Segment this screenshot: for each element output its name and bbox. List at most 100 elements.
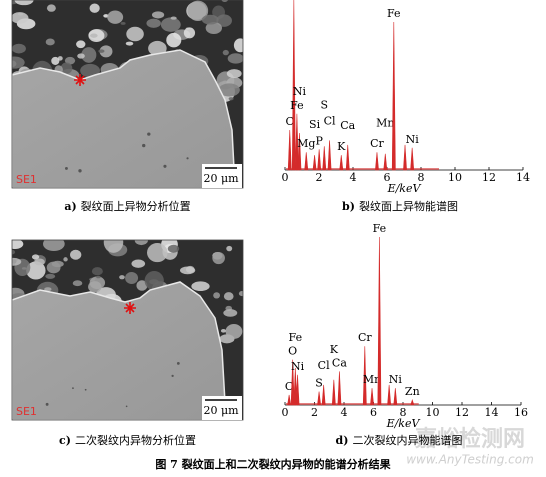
debris: [205, 21, 223, 35]
debris: [12, 249, 16, 255]
peak-label: S: [315, 377, 323, 390]
debris: [228, 97, 234, 101]
watermark-text: 嘉峪检测网: [415, 426, 525, 452]
peak: [287, 394, 292, 406]
debris: [12, 56, 25, 69]
pit: [142, 143, 146, 148]
panel-label: a): [64, 200, 76, 213]
debris: [88, 281, 102, 293]
debris: [43, 240, 65, 252]
debris: [218, 83, 240, 97]
detector-label: SE1: [16, 173, 37, 186]
debris: [72, 280, 83, 287]
pit: [163, 164, 167, 168]
debris: [70, 249, 82, 260]
debris: [238, 291, 243, 297]
peak: [337, 371, 342, 406]
debris: [187, 0, 209, 22]
debris: [233, 38, 243, 53]
x-axis-label: E/keV: [386, 417, 421, 430]
analysis-point: [74, 74, 86, 86]
x-tick-label: 2: [316, 171, 323, 184]
peak: [312, 155, 317, 171]
panel-caption: d) 二次裂纹内异物能谱图: [336, 433, 463, 447]
peak-label: Ni: [293, 85, 307, 98]
frame: [11, 0, 244, 189]
peak-label: Ni: [389, 373, 403, 386]
sem-content: [12, 0, 243, 188]
peak: [391, 21, 396, 171]
debris: [146, 18, 161, 28]
detector-label: SE1: [16, 405, 37, 418]
debris: [46, 261, 61, 274]
peak: [375, 152, 379, 171]
debris: [12, 240, 24, 250]
x-tick-label: 14: [516, 171, 530, 184]
peak: [362, 346, 367, 406]
pit: [171, 374, 174, 378]
peak: [317, 149, 322, 171]
panel-caption: a) 裂纹面上异物分析位置: [64, 199, 190, 213]
debris: [44, 287, 52, 292]
panel-caption-text: 裂纹面上异物分析位置: [81, 199, 191, 213]
noise-floor: [286, 403, 419, 405]
debris: [89, 3, 100, 13]
debris: [147, 243, 168, 263]
pit: [176, 361, 180, 365]
sem-content: [12, 240, 243, 420]
sem-image: SE1 20 μm: [11, 0, 244, 189]
panel-caption-text: 二次裂纹内异物能谱图: [352, 433, 462, 447]
debris: [60, 62, 73, 74]
peak: [393, 388, 398, 406]
debris: [166, 32, 182, 48]
debris: [120, 22, 126, 25]
peak-label: Ni: [291, 360, 305, 373]
debris: [126, 26, 144, 42]
x-tick-label: 2: [311, 406, 318, 419]
x-tick-label: 8: [418, 171, 425, 184]
debris: [91, 267, 103, 276]
analysis-point: [124, 302, 136, 314]
peak-label: C: [285, 380, 293, 393]
peak-label: K: [337, 140, 346, 153]
metal-surface: [12, 281, 227, 420]
debris: [34, 258, 45, 266]
x-tick-label: 16: [514, 406, 528, 419]
x-tick-label: 6: [384, 171, 391, 184]
debris: [99, 45, 113, 58]
debris: [125, 41, 134, 46]
debris: [45, 38, 55, 46]
debris: [225, 323, 243, 339]
peak: [287, 130, 292, 171]
pit: [186, 157, 189, 160]
debris: [151, 11, 165, 19]
peak: [410, 147, 415, 171]
debris: [226, 69, 242, 79]
debris: [80, 63, 100, 78]
x-tick-label: 4: [350, 171, 357, 184]
debris: [212, 251, 225, 265]
debris: [12, 259, 17, 264]
debris: [160, 17, 181, 32]
debris: [216, 14, 232, 27]
frame: [11, 239, 244, 421]
metal-surface: [12, 49, 236, 188]
x-tick-label: 10: [448, 171, 462, 184]
pit: [125, 405, 128, 408]
debris: [64, 56, 76, 65]
debris: [12, 12, 29, 24]
debris: [63, 257, 68, 262]
debris: [14, 0, 34, 6]
debris: [223, 309, 238, 317]
peak: [291, 0, 296, 171]
peak: [331, 379, 336, 406]
x-tick-label: 0: [282, 406, 289, 419]
peak-label: Fe: [373, 222, 387, 235]
peak-label: Fe: [290, 99, 304, 112]
debris: [77, 53, 85, 59]
peak-label: Zn: [405, 385, 420, 398]
debris: [31, 254, 40, 260]
